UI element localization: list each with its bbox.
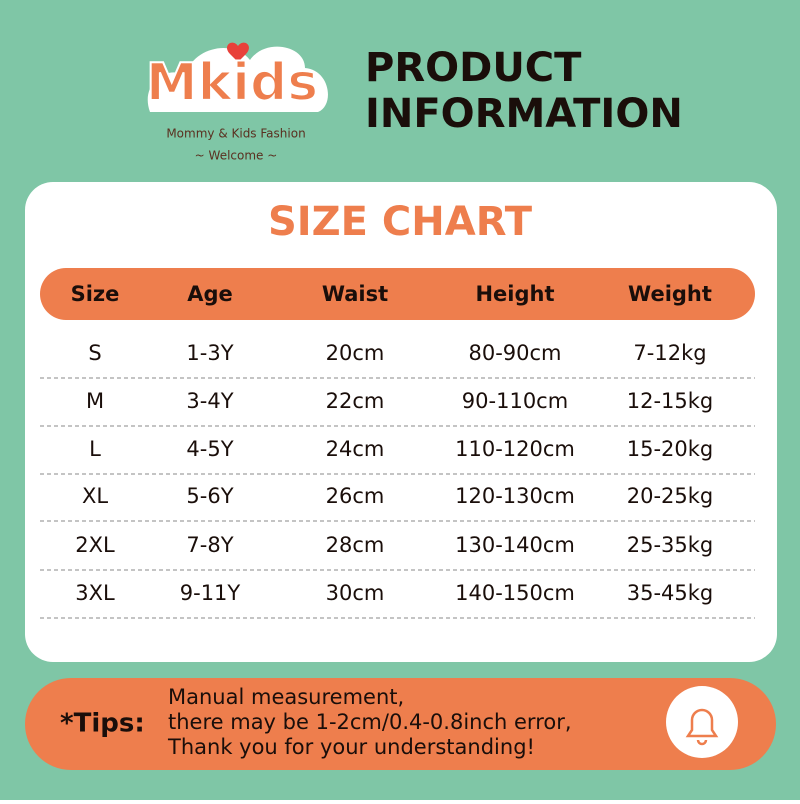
table-cell: L bbox=[89, 437, 101, 461]
column-header: Age bbox=[187, 282, 233, 306]
table-cell: 140-150cm bbox=[455, 581, 575, 605]
table-cell: 7-8Y bbox=[186, 533, 233, 557]
table-cell: 3-4Y bbox=[186, 389, 233, 413]
logo-tagline: Mommy & Kids Fashion bbox=[166, 127, 305, 141]
title: PRODUCT bbox=[365, 45, 582, 91]
table-title: SIZE CHART bbox=[268, 199, 533, 245]
tips-bar bbox=[25, 678, 776, 770]
tips-line: Thank you for your understanding! bbox=[167, 735, 535, 759]
tips-text: Manual measurement,there may be 1-2cm/0.… bbox=[167, 685, 572, 759]
tips-line: there may be 1-2cm/0.4-0.8inch error, bbox=[168, 710, 572, 734]
table-cell: XL bbox=[82, 484, 108, 508]
table-cell: 1-3Y bbox=[186, 341, 233, 365]
table-cell: 7-12kg bbox=[633, 341, 706, 365]
tips-label: *Tips: bbox=[60, 709, 145, 739]
table-cell: 3XL bbox=[75, 581, 115, 605]
table-cell: 25-35kg bbox=[627, 533, 714, 557]
table-cell: S bbox=[88, 341, 101, 365]
table-cell: 24cm bbox=[326, 437, 385, 461]
table-cell: 30cm bbox=[326, 581, 385, 605]
bell-icon bbox=[685, 708, 719, 746]
table-header bbox=[40, 268, 755, 320]
table-cell: 12-15kg bbox=[627, 389, 714, 413]
tips-line: Manual measurement, bbox=[168, 685, 404, 709]
logo-cloud bbox=[147, 46, 328, 112]
table: Size Age Waist Height Weight S 1-3Y 20cm 80-90cm… bbox=[40, 282, 755, 619]
column-header: Waist bbox=[322, 282, 388, 306]
table-cell: 20cm bbox=[326, 341, 385, 365]
table-cell: 20-25kg bbox=[627, 484, 714, 508]
table-cell: 90-110cm bbox=[462, 389, 568, 413]
logo-welcome: ~ Welcome ~ bbox=[195, 149, 278, 163]
table-cell: 4-5Y bbox=[186, 437, 233, 461]
title: INFORMATION bbox=[365, 91, 683, 137]
table-cell: 110-120cm bbox=[455, 437, 575, 461]
table-cell: M bbox=[86, 389, 104, 413]
table-cell: 120-130cm bbox=[455, 484, 575, 508]
icon-circle bbox=[666, 686, 738, 758]
column-header: Size bbox=[71, 282, 120, 306]
table-cell: 26cm bbox=[326, 484, 385, 508]
table-cell: 80-90cm bbox=[468, 341, 561, 365]
table-cell: 5-6Y bbox=[186, 484, 233, 508]
logo-brand: Mkids bbox=[146, 53, 318, 113]
table-cell: 35-45kg bbox=[627, 581, 714, 605]
table-cell: 9-11Y bbox=[180, 581, 241, 605]
column-header: Weight bbox=[628, 282, 712, 306]
table-cell: 15-20kg bbox=[627, 437, 714, 461]
table-cell: 130-140cm bbox=[455, 533, 575, 557]
table-cell: 28cm bbox=[326, 533, 385, 557]
column-header: Height bbox=[475, 282, 554, 306]
logo-heart bbox=[227, 42, 249, 62]
table-cell: 22cm bbox=[326, 389, 385, 413]
table-cell: 2XL bbox=[75, 533, 115, 557]
